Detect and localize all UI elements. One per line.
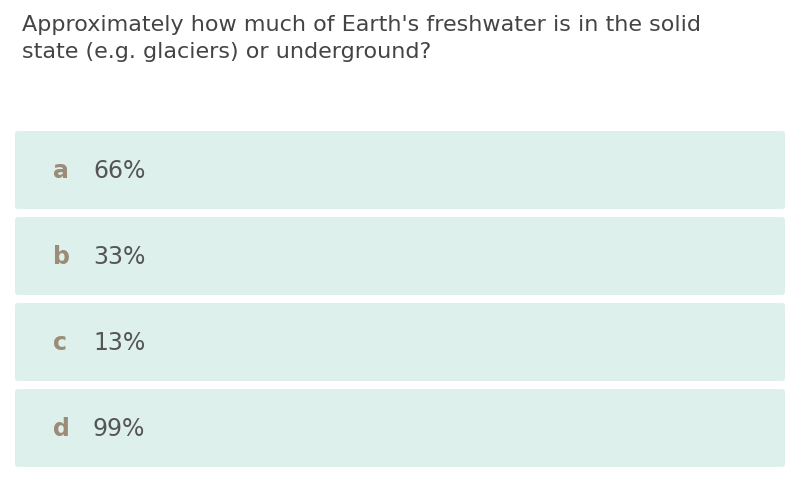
Text: b: b bbox=[53, 244, 70, 269]
Text: 66%: 66% bbox=[93, 159, 146, 182]
FancyBboxPatch shape bbox=[15, 389, 785, 467]
Text: d: d bbox=[53, 416, 70, 440]
Text: 33%: 33% bbox=[93, 244, 146, 269]
Text: 99%: 99% bbox=[93, 416, 146, 440]
Text: 13%: 13% bbox=[93, 330, 146, 354]
FancyBboxPatch shape bbox=[15, 217, 785, 295]
FancyBboxPatch shape bbox=[15, 132, 785, 210]
Text: Approximately how much of Earth's freshwater is in the solid
state (e.g. glacier: Approximately how much of Earth's freshw… bbox=[22, 15, 701, 62]
Text: c: c bbox=[53, 330, 67, 354]
FancyBboxPatch shape bbox=[15, 303, 785, 381]
Text: a: a bbox=[53, 159, 69, 182]
